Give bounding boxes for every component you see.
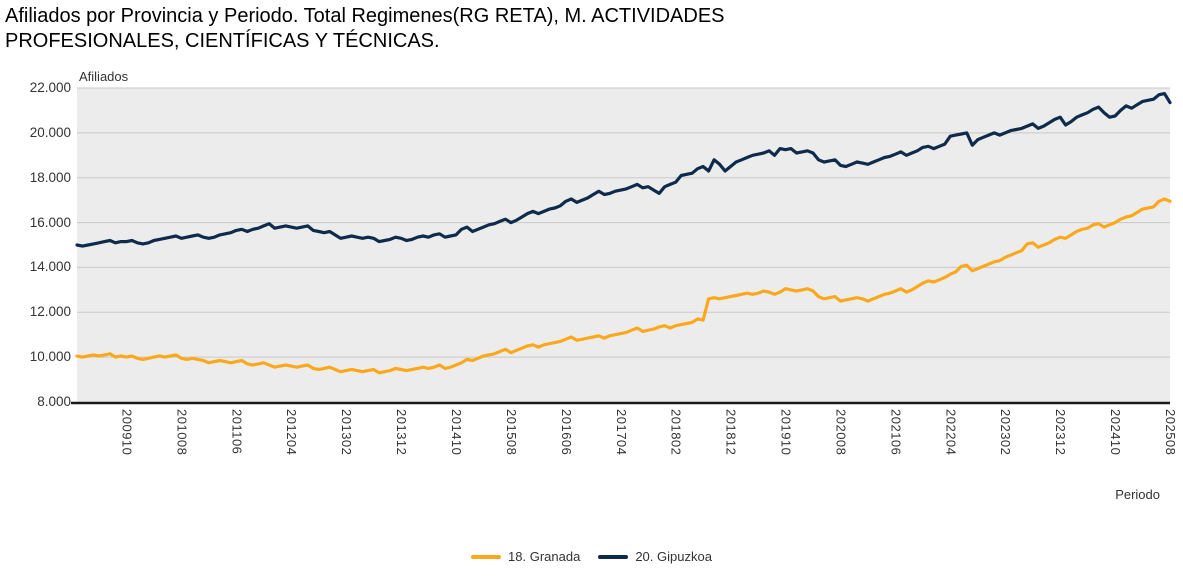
y-tick-label: 12.000 bbox=[29, 304, 71, 320]
x-tick-label: 200910 bbox=[119, 409, 135, 456]
series-line-20-gipuzkoa bbox=[75, 91, 1172, 248]
x-tick-label: 202008 bbox=[833, 409, 849, 456]
series-line-18-granada bbox=[75, 197, 1172, 375]
chart-legend: 18. Granada 20. Gipuzkoa bbox=[0, 549, 1183, 564]
legend-item-18-granada[interactable]: 18. Granada bbox=[471, 549, 580, 564]
x-tick-label: 202302 bbox=[998, 409, 1014, 456]
x-tick-label: 201508 bbox=[503, 409, 519, 456]
y-tick-label: 14.000 bbox=[29, 259, 71, 275]
y-tick-label: 22.000 bbox=[29, 80, 71, 95]
y-tick-label: 18.000 bbox=[29, 169, 71, 185]
x-tick-label: 201312 bbox=[394, 409, 410, 456]
y-tick-label: 16.000 bbox=[29, 214, 71, 230]
x-tick-label: 201410 bbox=[448, 409, 464, 456]
legend-swatch bbox=[471, 554, 502, 559]
x-tick-label: 201008 bbox=[174, 409, 190, 456]
x-tick-label: 201606 bbox=[558, 409, 574, 456]
page-title-line2: PROFESIONALES, CIENTÍFICAS Y TÉCNICAS. bbox=[5, 30, 440, 52]
x-tick-label: 202204 bbox=[943, 409, 959, 456]
legend-swatch bbox=[598, 554, 629, 559]
page-title: Afiliados por Provincia y Periodo. Total… bbox=[5, 4, 965, 54]
page-title-line1: Afiliados por Provincia y Periodo. Total… bbox=[5, 5, 725, 27]
y-tick-label: 20.000 bbox=[29, 124, 71, 140]
y-tick-label: 8.000 bbox=[37, 394, 71, 409]
x-tick-label: 201910 bbox=[778, 409, 794, 456]
legend-item-20-gipuzkoa[interactable]: 20. Gipuzkoa bbox=[598, 549, 712, 564]
x-tick-label: 201302 bbox=[339, 409, 355, 456]
x-tick-label: 201704 bbox=[613, 409, 629, 456]
x-tick-label: 202106 bbox=[888, 409, 904, 456]
x-axis-title: Periodo bbox=[1115, 487, 1160, 502]
x-tick-label: 202410 bbox=[1108, 409, 1124, 456]
legend-label: 18. Granada bbox=[508, 549, 581, 564]
x-tick-label: 201204 bbox=[284, 409, 300, 456]
plot-area bbox=[77, 88, 1170, 402]
y-axis-title: Afiliados bbox=[79, 69, 129, 84]
x-tick-label: 201106 bbox=[229, 409, 245, 455]
x-tick-label: 202508 bbox=[1163, 409, 1178, 456]
y-tick-label: 10.000 bbox=[29, 349, 71, 365]
x-tick-label: 202312 bbox=[1053, 409, 1069, 456]
legend-label: 20. Gipuzkoa bbox=[635, 549, 712, 564]
x-tick-label: 201802 bbox=[668, 409, 684, 456]
x-tick-label: 201812 bbox=[723, 409, 739, 456]
